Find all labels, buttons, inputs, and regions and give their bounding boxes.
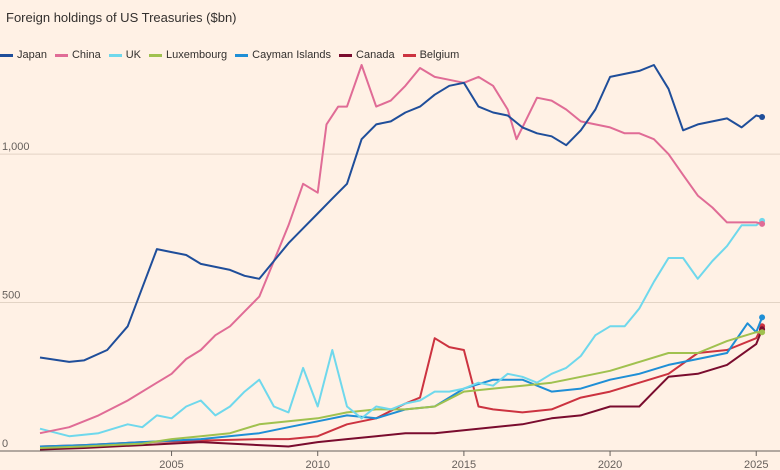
series-line-japan — [39, 64, 763, 363]
legend-swatch — [0, 53, 13, 57]
legend-item-china: China — [54, 49, 101, 61]
series-line-china — [39, 64, 763, 435]
y-tick-label: 500 — [2, 290, 20, 302]
series-line-uk — [39, 220, 763, 438]
x-tick-label: 2020 — [598, 459, 622, 470]
legend-label: China — [71, 49, 101, 61]
series-endpoint-china — [759, 220, 766, 227]
series-line-canada — [39, 328, 764, 451]
legend-swatch — [339, 53, 353, 57]
series-line-belgium — [39, 325, 763, 448]
legend-item-cayman-islands: Cayman Islands — [235, 49, 331, 61]
legend-label: Cayman Islands — [252, 49, 332, 61]
legend-label: Japan — [17, 49, 47, 61]
legend-label: UK — [125, 49, 142, 61]
x-tick-label: 2015 — [452, 459, 476, 470]
legend-label: Luxembourg — [166, 49, 228, 61]
legend-swatch — [149, 53, 163, 57]
chart-legend: Japan China UK Luxembourg Cayman Islands Cana… — [0, 49, 467, 61]
x-tick-label: 2025 — [744, 459, 768, 470]
series-endpoint-cayman-islands — [759, 314, 766, 321]
legend-label: Canada — [356, 49, 395, 61]
legend-swatch — [108, 53, 122, 57]
x-tick-label: 2010 — [305, 459, 329, 470]
legend-item-uk: UK — [108, 49, 142, 61]
legend-item-luxembourg: Luxembourg — [149, 49, 227, 61]
series-line-luxembourg — [39, 331, 763, 449]
series-line-cayman-islands — [39, 317, 764, 448]
legend-item-japan: Japan — [0, 49, 47, 61]
legend-item-canada: Canada — [339, 49, 395, 61]
legend-label: Belgium — [419, 49, 460, 61]
legend-item-belgium: Belgium — [402, 49, 460, 61]
y-tick-label: 1,000 — [2, 141, 30, 153]
series-endpoint-luxembourg — [759, 329, 766, 336]
legend-swatch — [54, 53, 68, 57]
legend-swatch — [402, 53, 416, 57]
chart-title: Foreign holdings of US Treasuries ($bn) — [6, 10, 237, 25]
y-tick-label: 0 — [2, 438, 8, 450]
x-tick-label: 2005 — [159, 459, 183, 470]
legend-swatch — [235, 53, 249, 57]
series-endpoint-japan — [759, 113, 766, 120]
